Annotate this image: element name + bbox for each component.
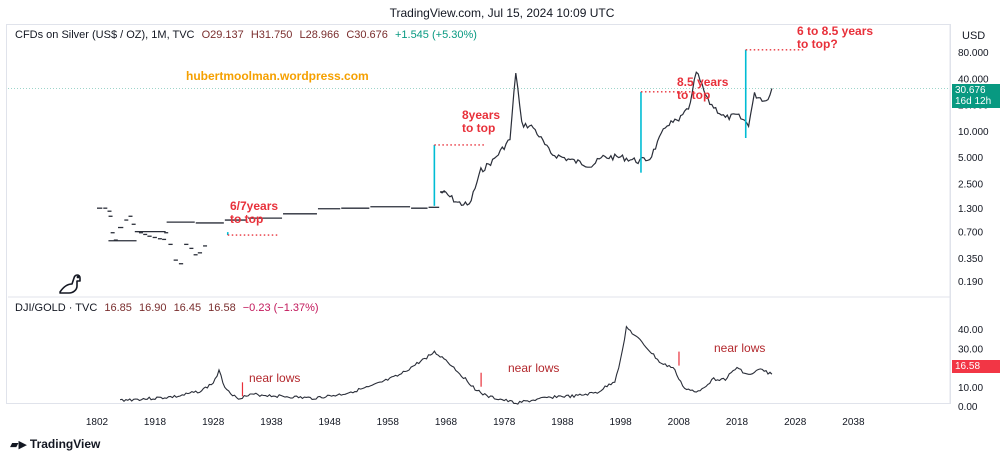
bottom-y-tick-label: 10.00 — [958, 383, 983, 394]
bottom-legend-high: 16.90 — [138, 302, 167, 314]
top-legend-low: L28.966 — [299, 29, 340, 41]
ratio-price-value: 16.58 — [955, 361, 981, 372]
near-lows-label-3: near lows — [714, 341, 766, 355]
top-y-tick-label: 2.500 — [958, 179, 983, 190]
annotation-6-7-years-line1: 6/7years — [230, 199, 279, 213]
bottom-y-tick-label: 30.00 — [958, 344, 983, 355]
tradingview-logo-icon: ▰▶ — [10, 439, 27, 451]
annotation-8-years-line2: to top — [462, 121, 496, 135]
bottom-legend-change: −0.23 (−1.37%) — [242, 302, 319, 314]
x-tick-label: 1928 — [202, 417, 225, 428]
silver-price-value: 30.676 — [955, 85, 986, 96]
top-legend-high: H31.750 — [250, 29, 293, 41]
silver-price-tag: 30.676 16d 12h — [952, 84, 1000, 108]
bottom-legend-open: 16.85 — [104, 302, 132, 314]
chart-header-title: TradingView.com, Jul 15, 2024 10:09 UTC — [389, 6, 615, 20]
annotation-8-5-years-line1: 8.5 years — [677, 75, 729, 89]
bottom-y-tick-label: 40.00 — [958, 325, 983, 336]
x-tick-label: 1938 — [260, 417, 283, 428]
dji-gold-ratio-series — [119, 325, 773, 405]
near-lows-label-1: near lows — [249, 371, 301, 385]
bottom-legend-close: 16.58 — [208, 302, 236, 314]
x-tick-label: 1998 — [609, 417, 632, 428]
x-tick-label: 1802 — [86, 417, 109, 428]
silver-price-series — [439, 71, 773, 206]
tradingview-brand[interactable]: ▰▶ TradingView — [10, 437, 100, 451]
x-tick-label: 1988 — [551, 417, 574, 428]
bottom-legend-symbol[interactable]: DJI/GOLD · TVC — [15, 302, 98, 314]
x-tick-label: 2008 — [668, 417, 691, 428]
annotation-6-7-years: 6/7years to top — [230, 200, 278, 226]
dino-icon — [59, 274, 81, 294]
bottom-y-tick-label: 0.00 — [958, 402, 978, 413]
top-y-tick-label: 0.700 — [958, 228, 983, 239]
currency-label[interactable]: USD — [962, 30, 986, 42]
watermark-url: hubertmoolman.wordpress.com — [186, 69, 369, 83]
top-legend-change: +1.545 (+5.30%) — [394, 29, 477, 41]
top-y-tick-label: 40.000 — [958, 74, 989, 85]
annotation-6-7-years-line2: to top — [230, 212, 264, 226]
top-y-tick-label: 1.300 — [958, 204, 983, 215]
top-legend-symbol[interactable]: CFDs on Silver (US$ / OZ), 1M, TVC — [15, 29, 195, 41]
top-legend-open: O29.137 — [201, 29, 244, 41]
bottom-legend: DJI/GOLD · TVC 16.85 16.90 16.45 16.58 −… — [15, 302, 323, 314]
top-y-tick-label: 0.350 — [958, 254, 983, 265]
annotation-8-years-line1: 8years — [462, 108, 501, 122]
ratio-price-tag: 16.58 — [952, 360, 1000, 373]
top-legend: CFDs on Silver (US$ / OZ), 1M, TVC O29.1… — [15, 29, 481, 41]
annotation-6-to-8-5-years-line1: 6 to 8.5 years — [797, 24, 874, 38]
top-y-tick-label: 5.000 — [958, 153, 983, 164]
tradingview-brand-name: TradingView — [29, 437, 101, 451]
x-tick-label: 2028 — [784, 417, 807, 428]
top-y-tick-label: 80.000 — [958, 48, 989, 59]
annotation-8-5-years: 8.5 years to top — [677, 76, 728, 102]
annotation-6-to-8-5-years: 6 to 8.5 years to top? — [797, 25, 873, 51]
x-tick-label: 2018 — [726, 417, 749, 428]
annotation-8-years: 8years to top — [462, 109, 500, 135]
annotation-6-to-8-5-years-line2: to top? — [797, 37, 838, 51]
silver-countdown: 16d 12h — [955, 96, 992, 107]
top-y-tick-label: 0.190 — [958, 277, 983, 288]
top-y-tick-label: 10.000 — [958, 127, 989, 138]
x-tick-label: 1968 — [435, 417, 458, 428]
x-tick-label: 1958 — [377, 417, 400, 428]
near-lows-label-2: near lows — [508, 361, 560, 375]
top-legend-close: C30.676 — [346, 29, 388, 41]
bottom-legend-low: 16.45 — [173, 302, 202, 314]
x-tick-label: 1978 — [493, 417, 516, 428]
x-tick-label: 2038 — [842, 417, 865, 428]
x-tick-label: 1948 — [318, 417, 341, 428]
annotation-8-5-years-line2: to top — [677, 88, 711, 102]
x-tick-label: 1918 — [144, 417, 167, 428]
